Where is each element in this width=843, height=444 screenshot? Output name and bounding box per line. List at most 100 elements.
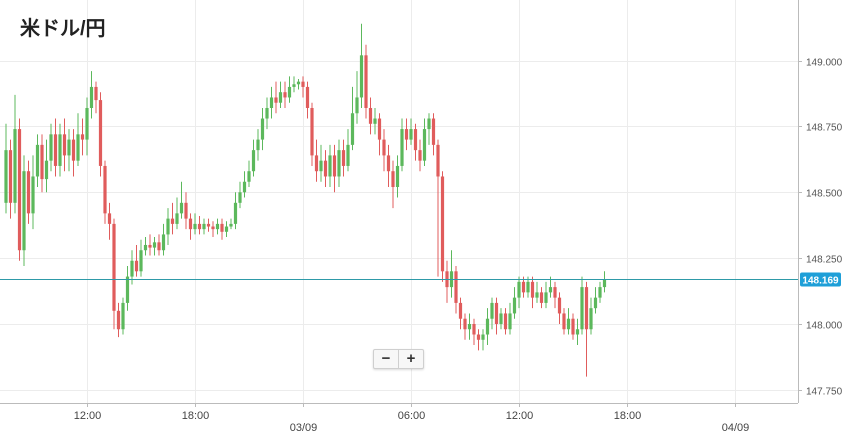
candle-body	[368, 107, 373, 124]
candle-body	[580, 287, 584, 330]
candle-body	[197, 223, 202, 230]
candle-body	[503, 313, 508, 330]
candle-body	[58, 134, 62, 166]
candle-body	[346, 144, 350, 166]
candle-body	[31, 176, 35, 214]
candle-body	[373, 118, 377, 124]
candle-body	[157, 242, 161, 251]
y-tick-label: 148.500	[806, 189, 843, 200]
candle-body	[247, 171, 251, 182]
candle-body	[602, 279, 607, 288]
y-tick-label: 149.000	[806, 58, 843, 69]
candle-body	[269, 97, 274, 108]
candle-body	[454, 271, 458, 303]
candle-body	[80, 134, 85, 140]
candle-body	[71, 139, 76, 161]
candle-body	[305, 86, 310, 108]
candle-body	[242, 181, 247, 193]
candle-body	[202, 223, 206, 230]
candle-body	[598, 287, 602, 298]
candle-body	[472, 323, 476, 335]
candle-body	[278, 92, 283, 103]
candle-body	[562, 313, 566, 330]
candle-body	[400, 129, 404, 166]
candle-body	[76, 134, 80, 161]
candle-body	[139, 250, 143, 272]
candle-body	[85, 107, 89, 140]
candle-body	[13, 129, 17, 203]
candle-body	[539, 292, 544, 303]
candle-body	[134, 260, 139, 272]
candle-body	[265, 107, 269, 119]
candle-body	[508, 313, 512, 330]
candle-body	[310, 107, 314, 156]
x-tick-label: 04/09	[722, 422, 750, 434]
candle-body	[98, 100, 103, 166]
candle-body	[26, 171, 31, 214]
candle-body	[296, 81, 301, 85]
candle-body	[382, 139, 386, 156]
candle-body	[593, 297, 598, 309]
candle-body	[62, 134, 67, 156]
candle-body	[301, 81, 305, 87]
candle-body	[103, 165, 107, 214]
candle-body	[233, 202, 238, 224]
candle-body	[274, 97, 278, 103]
candle-body	[517, 281, 521, 298]
candle-body	[467, 323, 472, 330]
candle-body	[553, 287, 557, 298]
x-tick-label: 18:00	[614, 410, 642, 422]
candle-body	[53, 134, 58, 166]
candle-body	[256, 139, 260, 151]
candle-body	[431, 118, 436, 145]
candle-body	[490, 302, 494, 319]
candle-body	[521, 281, 526, 293]
y-tick-label: 148.750	[806, 123, 843, 134]
candle-body	[323, 160, 328, 177]
candle-body	[152, 242, 157, 248]
candle-body	[589, 308, 593, 330]
candle-body	[89, 86, 94, 108]
candle-body	[499, 313, 503, 324]
candle-body	[67, 139, 71, 156]
candle-body	[8, 150, 13, 203]
current-price-badge	[800, 272, 841, 287]
candle-body	[215, 223, 220, 230]
candle-body	[314, 155, 319, 172]
candle-body	[584, 287, 589, 330]
candle-body	[211, 226, 215, 230]
candle-body	[143, 244, 148, 251]
zoom-out-button[interactable]: −	[381, 350, 391, 367]
candle-body	[404, 129, 409, 140]
candle-body	[251, 150, 256, 172]
candle-body	[170, 218, 175, 224]
candle-body	[179, 202, 184, 214]
y-tick-label: 147.750	[806, 387, 843, 398]
candle-body	[283, 92, 287, 98]
candle-body	[436, 144, 440, 177]
x-tick-label: 12:00	[74, 410, 102, 422]
candle-body	[481, 334, 485, 340]
candle-body	[566, 318, 571, 330]
candle-body	[166, 218, 170, 235]
candle-body	[377, 118, 382, 140]
zoom-in-button[interactable]: +	[398, 350, 423, 368]
candle-body	[359, 55, 364, 98]
candle-body	[427, 118, 431, 130]
candle-body	[220, 223, 224, 232]
candle-body	[44, 160, 49, 180]
candle-body	[418, 150, 422, 161]
candle-body	[409, 129, 413, 140]
candle-body	[526, 281, 530, 293]
candle-body	[175, 213, 179, 224]
candle-body	[130, 260, 134, 277]
candle-body	[112, 223, 116, 311]
candle-body	[328, 155, 332, 177]
candle-body	[22, 171, 26, 251]
candle-body	[463, 318, 467, 330]
zoom-controls: − +	[373, 349, 424, 369]
x-tick-label: 12:00	[506, 410, 534, 422]
candle-body	[476, 334, 481, 340]
candle-body	[485, 318, 490, 335]
